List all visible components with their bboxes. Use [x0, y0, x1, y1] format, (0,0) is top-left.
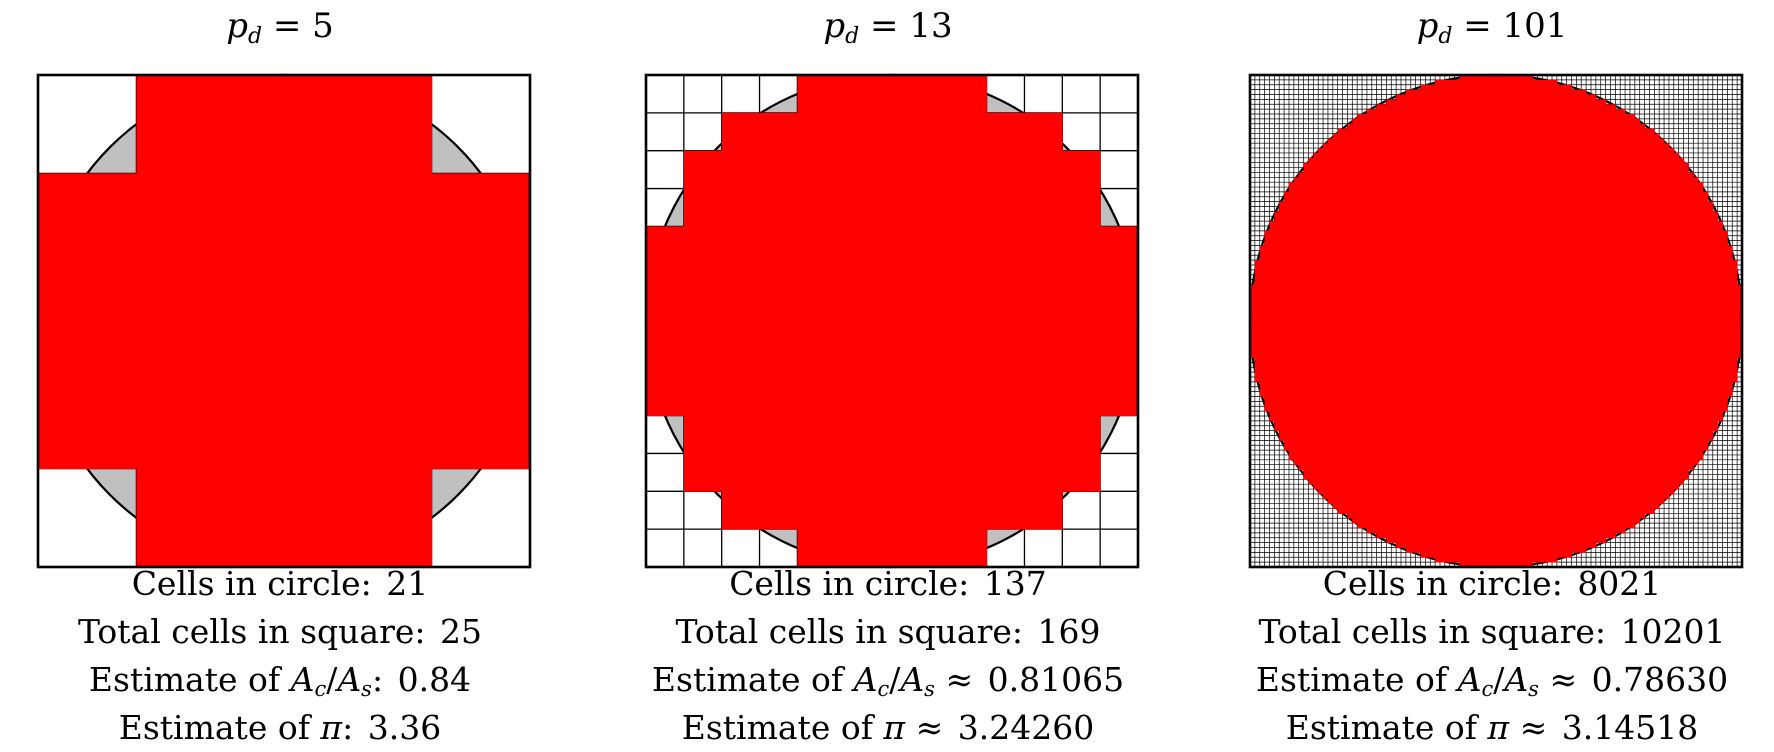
total-cells: Total cells in square: 25 [0, 608, 560, 656]
area-c-sub: c [1481, 677, 1494, 701]
slash: / [889, 660, 901, 699]
pi-label: Estimate of [1285, 708, 1488, 747]
slash: / [326, 660, 338, 699]
pi-sep: ≈ [915, 708, 944, 747]
ratio-value: 0.81065 [987, 660, 1125, 699]
title-var: p [226, 6, 248, 46]
pi-label: Estimate of [681, 708, 884, 747]
area-c-sub: c [877, 677, 890, 701]
panel-title: pd = 5 [0, 4, 560, 59]
grid-diagram [36, 73, 532, 569]
area-s-sub: s [361, 677, 372, 701]
pi-label: Estimate of [118, 708, 321, 747]
title-eq: = 5 [262, 6, 334, 46]
panel-pd-13: pd = 13 Cells in circle: 137 Total cells… [608, 0, 1168, 747]
ratio-sep: ≈ [945, 660, 974, 699]
total-label: Total cells in square: [77, 612, 426, 651]
grid-diagram [644, 73, 1140, 569]
ratio-label: Estimate of [1255, 660, 1458, 699]
title-var: p [823, 6, 846, 46]
cells-inside-circle [646, 75, 1139, 568]
area-c-sub: c [314, 677, 327, 701]
area-s: A [1504, 660, 1529, 699]
total-value: 169 [1037, 612, 1101, 651]
cells-value: 137 [983, 564, 1047, 603]
pi-estimate: Estimate of π: 3.36 [0, 704, 560, 752]
square-border [1248, 73, 1744, 569]
area-s-sub: s [924, 677, 935, 701]
pi-symbol: π [883, 708, 906, 747]
pi-sep: ≈ [1519, 708, 1548, 747]
ratio-label: Estimate of [88, 660, 291, 699]
title-eq: = 101 [1452, 6, 1568, 46]
panel-pd-101: pd = 101 Cells in circle: 8021 Total cel… [1212, 0, 1772, 747]
total-value: 25 [440, 612, 483, 651]
area-c: A [853, 660, 878, 699]
ratio-value: 0.78630 [1591, 660, 1729, 699]
pi-sep: : [342, 708, 354, 747]
ratio-estimate: Estimate of Ac/As ≈ 0.78630 [1212, 656, 1772, 704]
area-c: A [290, 660, 315, 699]
title-sub: d [247, 24, 263, 49]
cells-inside-circle [38, 75, 531, 568]
total-label: Total cells in square: [675, 612, 1024, 651]
cells-label: Cells in circle: [131, 564, 372, 603]
ratio-label: Estimate of [651, 660, 854, 699]
stats: Cells in circle: 8021 Total cells in squ… [1212, 560, 1772, 752]
cells-in-circle: Cells in circle: 21 [0, 560, 560, 608]
ratio-sep: ≈ [1549, 660, 1578, 699]
pi-value: 3.24260 [957, 708, 1095, 747]
title-var: p [1416, 6, 1439, 46]
cells-inside-circle [1250, 75, 1743, 568]
square-border [36, 73, 532, 569]
pi-symbol: π [320, 708, 343, 747]
ratio-sep: : [371, 660, 384, 699]
panel-title: pd = 13 [608, 4, 1168, 59]
cells-label: Cells in circle: [729, 564, 970, 603]
grid-diagram [1248, 73, 1744, 569]
ratio-estimate: Estimate of Ac/As ≈ 0.81065 [608, 656, 1168, 704]
cells-label: Cells in circle: [1322, 564, 1563, 603]
area-s: A [900, 660, 925, 699]
pi-value: 3.14518 [1561, 708, 1699, 747]
stats: Cells in circle: 137 Total cells in squa… [608, 560, 1168, 752]
pi-estimate: Estimate of π ≈ 3.14518 [1212, 704, 1772, 752]
cells-in-circle: Cells in circle: 137 [608, 560, 1168, 608]
area-s: A [337, 660, 362, 699]
ratio-value: 0.84 [397, 660, 472, 699]
slash: / [1493, 660, 1505, 699]
title-sub: d [845, 24, 860, 49]
ratio-estimate: Estimate of Ac/As: 0.84 [0, 656, 560, 704]
total-cells: Total cells in square: 169 [608, 608, 1168, 656]
cells-value: 21 [386, 564, 429, 603]
pi-symbol: π [1487, 708, 1510, 747]
area-c: A [1457, 660, 1482, 699]
total-value: 10201 [1620, 612, 1726, 651]
panel-pd-5: pd = 5 Cells in circle: 21 Total cells i… [0, 0, 560, 747]
stats: Cells in circle: 21 Total cells in squar… [0, 560, 560, 752]
cells-value: 8021 [1577, 564, 1662, 603]
cells-in-circle: Cells in circle: 8021 [1212, 560, 1772, 608]
pi-value: 3.36 [367, 708, 442, 747]
title-eq: = 13 [859, 6, 953, 46]
panel-title: pd = 101 [1212, 4, 1772, 59]
total-cells: Total cells in square: 10201 [1212, 608, 1772, 656]
title-sub: d [1438, 24, 1453, 49]
total-label: Total cells in square: [1258, 612, 1607, 651]
pi-estimate: Estimate of π ≈ 3.24260 [608, 704, 1168, 752]
square-border [644, 73, 1140, 569]
area-s-sub: s [1528, 677, 1539, 701]
